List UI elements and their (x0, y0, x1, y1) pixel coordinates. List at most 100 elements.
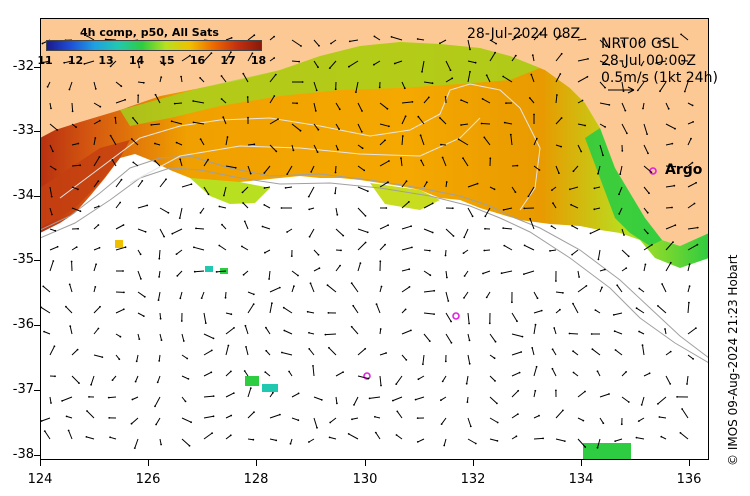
current-vector (159, 178, 167, 188)
current-vector-head (350, 282, 353, 285)
current-vector-head (132, 161, 135, 164)
current-vector-head (474, 442, 477, 445)
current-vector-head (297, 392, 300, 395)
current-vector (401, 116, 407, 125)
current-vector-head (320, 399, 323, 401)
current-vector (489, 39, 497, 45)
current-vector-head (230, 37, 233, 39)
current-vector (268, 270, 271, 280)
current-vector-head (352, 304, 355, 307)
current-vector (244, 370, 249, 377)
current-vector (420, 160, 425, 167)
argo-float-marker[interactable] (363, 372, 371, 380)
current-vector-head (150, 124, 153, 126)
current-vector (533, 138, 538, 146)
current-vector-head (659, 90, 661, 93)
current-vector-head (212, 415, 215, 418)
current-vector-head (160, 76, 163, 78)
current-vector (613, 312, 623, 316)
current-vector-head (521, 335, 524, 338)
current-vector (114, 117, 117, 125)
current-vector-head (118, 358, 121, 361)
current-vector-head (523, 207, 526, 210)
current-vector-head (199, 138, 202, 140)
current-vector (137, 81, 144, 84)
current-vector-head (86, 35, 88, 37)
current-vector (445, 333, 452, 344)
current-vector (458, 138, 469, 146)
current-vector (71, 349, 78, 356)
current-vector-head (293, 285, 295, 288)
current-vector-head (405, 180, 408, 183)
current-vector (524, 244, 535, 251)
map-plot[interactable] (40, 18, 709, 460)
x-tick-mark (256, 460, 257, 466)
current-vector-head (299, 129, 302, 132)
current-vector-head (178, 217, 181, 220)
current-vector-head (157, 299, 160, 301)
current-vector-head (253, 411, 255, 413)
current-vector-head (247, 116, 249, 119)
current-vector (137, 312, 145, 317)
current-vector-head (411, 101, 414, 103)
current-vector (154, 160, 161, 167)
current-vector-head (336, 213, 339, 216)
current-vector (203, 52, 212, 62)
current-vector-head (43, 430, 46, 432)
y-tick-label: -35 (12, 252, 34, 267)
current-vector-head (601, 286, 603, 289)
current-vector-head (50, 107, 52, 110)
current-vector-head (695, 327, 697, 329)
current-vector (41, 417, 51, 422)
current-vector-head (283, 329, 286, 332)
current-vector (93, 306, 101, 314)
current-vector-head (622, 90, 625, 92)
current-vector-head (154, 160, 156, 162)
current-vector (136, 354, 139, 362)
current-vector (313, 81, 318, 91)
current-vector (334, 186, 337, 194)
current-vector-head (88, 396, 90, 398)
current-vector (439, 117, 447, 125)
current-vector-head (300, 45, 302, 47)
current-vector-head (466, 401, 469, 403)
current-vector-head (139, 253, 142, 256)
current-vector (401, 201, 410, 209)
argo-float-marker[interactable] (452, 312, 460, 320)
current-vector-head (230, 51, 232, 53)
current-vector (313, 102, 317, 112)
current-vector-head (108, 417, 111, 419)
current-vector-head (416, 441, 419, 443)
current-vector-head (97, 180, 100, 183)
current-vector-head (144, 230, 147, 233)
current-vector-head (176, 275, 179, 277)
current-vector-head (695, 181, 697, 184)
current-vector (355, 81, 359, 93)
current-vector (555, 165, 560, 174)
current-vector (423, 228, 433, 233)
sst-speck (245, 376, 259, 386)
current-vector (158, 270, 161, 277)
current-vector-head (587, 58, 589, 60)
current-vector (511, 312, 518, 322)
current-vector (529, 97, 535, 104)
current-vector-head (53, 345, 56, 348)
current-vector (264, 186, 271, 189)
current-vector (440, 396, 447, 401)
current-vector-head (120, 85, 123, 88)
current-vector (313, 396, 322, 401)
current-vector (171, 120, 183, 125)
current-vector-head (78, 382, 80, 384)
x-tick-mark (40, 460, 41, 466)
current-vector-head (571, 253, 573, 256)
current-vector (158, 291, 161, 301)
current-vector-head (535, 365, 538, 368)
current-vector-head (674, 127, 676, 130)
current-vector (93, 180, 99, 188)
current-vector-head (445, 181, 448, 183)
current-vector-head (414, 398, 417, 401)
current-vector-head (182, 340, 185, 342)
current-vector-head (496, 402, 498, 405)
current-vector (264, 204, 271, 209)
current-vector (181, 438, 190, 447)
